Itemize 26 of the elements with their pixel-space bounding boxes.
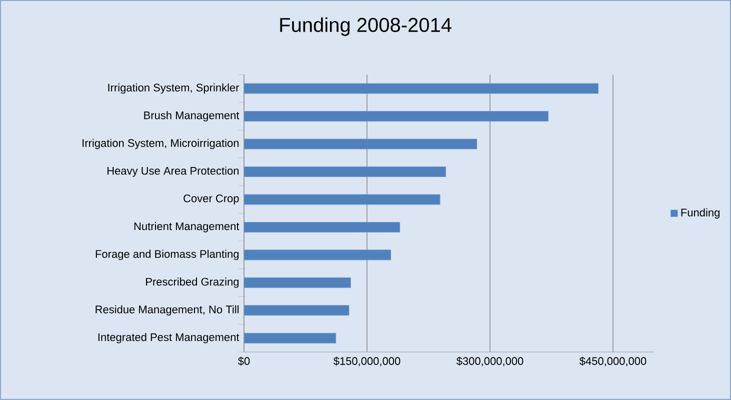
y-tick-label: Brush Management — [144, 111, 240, 122]
y-tick-label: Heavy Use Area Protection — [108, 166, 239, 177]
bar — [244, 166, 446, 178]
bar — [244, 332, 336, 344]
y-tick-label: Cover Crop — [184, 194, 239, 204]
y-tick-label: Irrigation System, Sprinkler — [108, 83, 240, 94]
y-tick-label: Irrigation System, Microirrigation — [82, 138, 239, 150]
x-tick-label: $300,000,000 — [456, 356, 524, 366]
bar — [244, 194, 440, 205]
bar — [244, 111, 548, 122]
y-tick-label: Forage and Biomass Planting — [96, 250, 239, 260]
legend-label: Funding — [681, 208, 720, 219]
bar — [244, 222, 400, 232]
bar — [244, 83, 599, 94]
y-tick-label: Residue Management, No Till — [96, 305, 239, 316]
x-tick-label: $450,000,000 — [579, 356, 646, 366]
x-tick-label: $0 — [238, 356, 250, 366]
x-tick-label: $150,000,000 — [333, 356, 400, 366]
bar — [244, 138, 478, 150]
bar — [244, 305, 350, 316]
chart-title: Funding 2008-2014 — [280, 17, 452, 36]
bar — [244, 277, 351, 288]
y-tick-label: Integrated Pest Management — [98, 333, 240, 344]
bar — [244, 250, 392, 260]
y-tick-label: Prescribed Grazing — [146, 278, 239, 288]
y-tick-label: Nutrient Management — [134, 222, 240, 232]
